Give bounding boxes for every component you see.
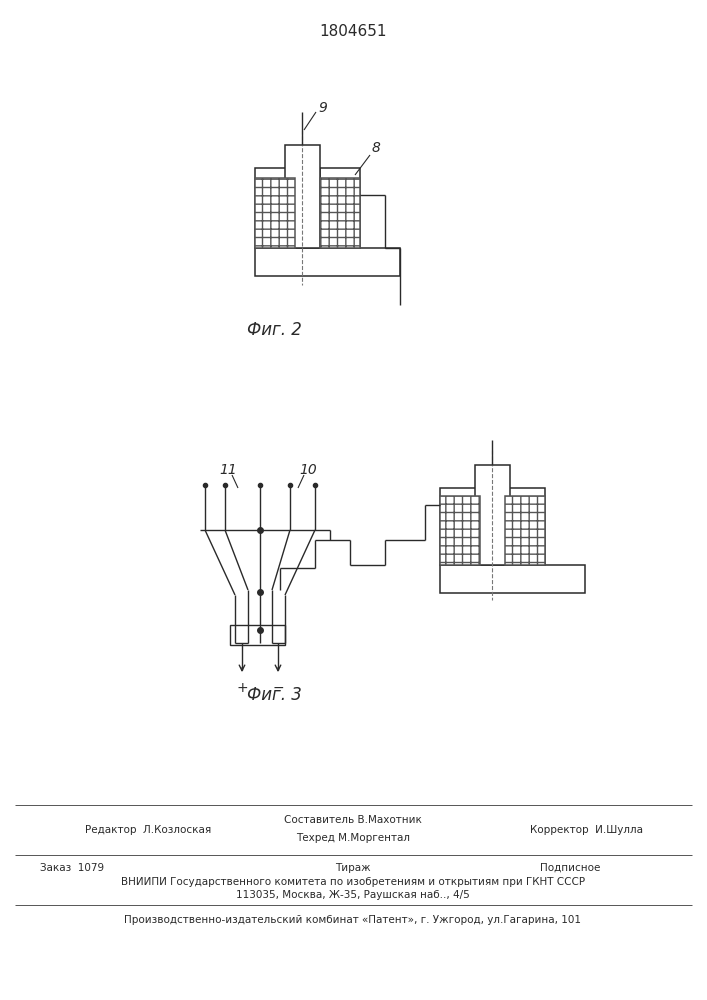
Text: ВНИИПИ Государственного комитета по изобретениям и открытиям при ГКНТ СССР: ВНИИПИ Государственного комитета по изоб…: [121, 877, 585, 887]
Text: Подписное: Подписное: [540, 863, 600, 873]
Text: 113035, Москва, Ж-35, Раушская наб.., 4/5: 113035, Москва, Ж-35, Раушская наб.., 4/…: [236, 890, 470, 900]
Text: 1804651: 1804651: [320, 24, 387, 39]
Bar: [285, 145, 320, 248]
Text: Тираж: Тираж: [335, 863, 370, 873]
Bar: [320, 178, 360, 248]
Bar: [440, 565, 585, 593]
Bar: [255, 168, 295, 248]
Bar: [230, 625, 285, 645]
Text: Редактор  Л.Козлоская: Редактор Л.Козлоская: [85, 825, 211, 835]
Text: 10: 10: [299, 463, 317, 477]
Text: 11: 11: [219, 463, 237, 477]
Bar: [505, 496, 545, 565]
Text: Фиг. 3: Фиг. 3: [247, 686, 302, 704]
Bar: [475, 465, 510, 565]
Text: Заказ  1079: Заказ 1079: [40, 863, 104, 873]
Text: Производственно-издательский комбинат «Патент», г. Ужгород, ул.Гагарина, 101: Производственно-издательский комбинат «П…: [124, 915, 581, 925]
Bar: [320, 168, 360, 248]
Text: −: −: [272, 681, 284, 695]
Bar: [440, 488, 480, 565]
Text: Фиг. 2: Фиг. 2: [247, 321, 302, 339]
Bar: [440, 496, 480, 565]
Text: Корректор  И.Шулла: Корректор И.Шулла: [530, 825, 643, 835]
Text: +: +: [236, 681, 248, 695]
Text: 8: 8: [372, 141, 381, 155]
Text: Составитель В.Махотник: Составитель В.Махотник: [284, 815, 422, 825]
Bar: [255, 248, 400, 276]
Bar: [255, 178, 295, 248]
Text: 9: 9: [318, 101, 327, 115]
Text: Техред М.Моргентал: Техред М.Моргентал: [296, 833, 410, 843]
Bar: [505, 488, 545, 565]
